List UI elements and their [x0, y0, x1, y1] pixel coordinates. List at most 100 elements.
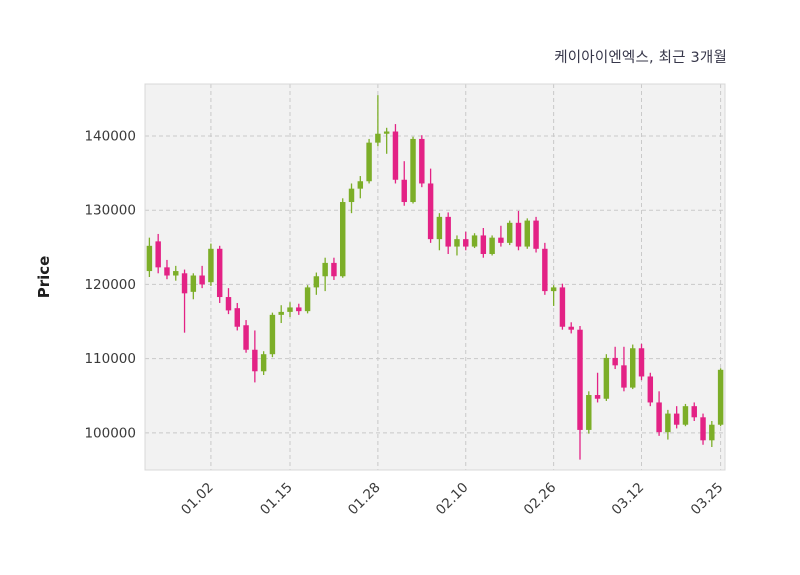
- candle-body: [638, 348, 645, 377]
- candle-body: [445, 216, 451, 247]
- candle-body: [524, 220, 530, 247]
- candle-01.05: [234, 302, 240, 331]
- candle-02.08: [445, 212, 451, 254]
- x-tick-label: 01.02: [178, 480, 217, 519]
- candle-body: [357, 181, 364, 189]
- candle-01.04: [225, 288, 232, 315]
- candle-02.23: [542, 242, 548, 295]
- candle-body: [322, 262, 328, 277]
- plot-background: [145, 84, 725, 470]
- candle-body: [216, 248, 223, 298]
- candle-02.15: [489, 235, 495, 256]
- candle-02.14: [480, 228, 487, 258]
- candle-01.18: [313, 272, 320, 295]
- candle-01.24: [348, 183, 355, 214]
- candle-01.12: [278, 305, 284, 324]
- candle-01.02: [208, 243, 214, 286]
- candle-01.26: [366, 138, 372, 184]
- candle-body: [225, 297, 232, 311]
- candle-02.07: [436, 213, 443, 251]
- candle-12.20: [146, 237, 153, 277]
- x-tick-label: 02.10: [433, 480, 472, 519]
- candle-12.22: [164, 259, 170, 280]
- candle-01.08: [243, 320, 249, 353]
- candle-03.15: [665, 409, 671, 440]
- candle-body: [621, 365, 627, 388]
- candle-body: [682, 406, 689, 425]
- y-tick-label: 130000: [84, 203, 136, 219]
- candle-body: [304, 287, 311, 312]
- candle-body: [673, 413, 680, 425]
- candle-01.22: [331, 257, 337, 280]
- candle-12.29: [199, 265, 205, 289]
- candle-body: [577, 329, 583, 430]
- candle-body: [647, 376, 654, 403]
- y-tick-label: 100000: [84, 425, 136, 441]
- candle-body: [480, 235, 487, 254]
- candle-body: [419, 138, 425, 184]
- chart-title: 케이아이엔엑스, 최근 3개월: [554, 50, 727, 66]
- candle-02.21: [524, 218, 530, 249]
- candle-body: [278, 311, 284, 315]
- candle-body: [366, 142, 372, 182]
- candle-body: [427, 183, 434, 240]
- candle-12.28: [190, 273, 197, 300]
- candle-02.01: [401, 161, 407, 206]
- candle-body: [542, 248, 548, 292]
- candle-01.10: [260, 351, 267, 375]
- candle-body: [603, 357, 610, 399]
- x-tick-label: 02.26: [521, 480, 560, 519]
- candle-02.27: [559, 283, 566, 330]
- candle-12.26: [173, 265, 179, 281]
- candle-body: [410, 138, 416, 203]
- candle-body: [260, 354, 267, 372]
- candle-03.19: [682, 403, 689, 427]
- candle-01.09: [252, 330, 258, 383]
- candle-03.05: [594, 372, 601, 403]
- candle-body: [506, 222, 513, 243]
- candle-body: [383, 131, 390, 134]
- candle-body: [146, 245, 153, 272]
- candle-02.06: [427, 168, 434, 243]
- candle-body: [208, 248, 214, 283]
- candle-03.14: [656, 391, 662, 436]
- candle-body: [568, 326, 574, 330]
- y-tick-label: 120000: [84, 277, 136, 293]
- x-tick-label: 03.12: [609, 480, 648, 519]
- candle-body: [463, 239, 469, 247]
- candle-body: [612, 357, 618, 366]
- candle-body: [515, 222, 522, 247]
- candle-03.25: [717, 368, 724, 427]
- candle-03.21: [700, 413, 706, 445]
- candle-03.18: [673, 406, 680, 429]
- candle-01.25: [357, 176, 364, 199]
- y-tick-label: 110000: [84, 351, 136, 367]
- candle-02.28: [568, 322, 574, 334]
- candle-body: [630, 348, 636, 388]
- candle-body: [700, 417, 706, 441]
- candle-02.05: [419, 135, 425, 188]
- candle-02.13: [471, 233, 478, 249]
- candle-body: [401, 179, 407, 203]
- candle-02.09: [454, 235, 460, 256]
- candle-12.21: [155, 233, 161, 274]
- candle-body: [269, 314, 276, 355]
- candle-body: [454, 239, 460, 247]
- candle-body: [348, 188, 355, 203]
- candle-body: [234, 308, 240, 327]
- candle-body: [533, 220, 539, 249]
- candle-body: [471, 235, 478, 247]
- candle-03.06: [603, 354, 610, 401]
- candle-02.26: [550, 285, 557, 306]
- candle-body: [173, 271, 179, 276]
- candle-body: [252, 349, 258, 372]
- candle-body: [559, 287, 566, 327]
- candle-body: [243, 325, 249, 350]
- candle-03.08: [621, 346, 627, 392]
- candle-01.15: [287, 302, 293, 318]
- candle-01.11: [269, 312, 276, 358]
- x-tick-label: 03.25: [688, 480, 727, 519]
- candle-body: [190, 275, 197, 292]
